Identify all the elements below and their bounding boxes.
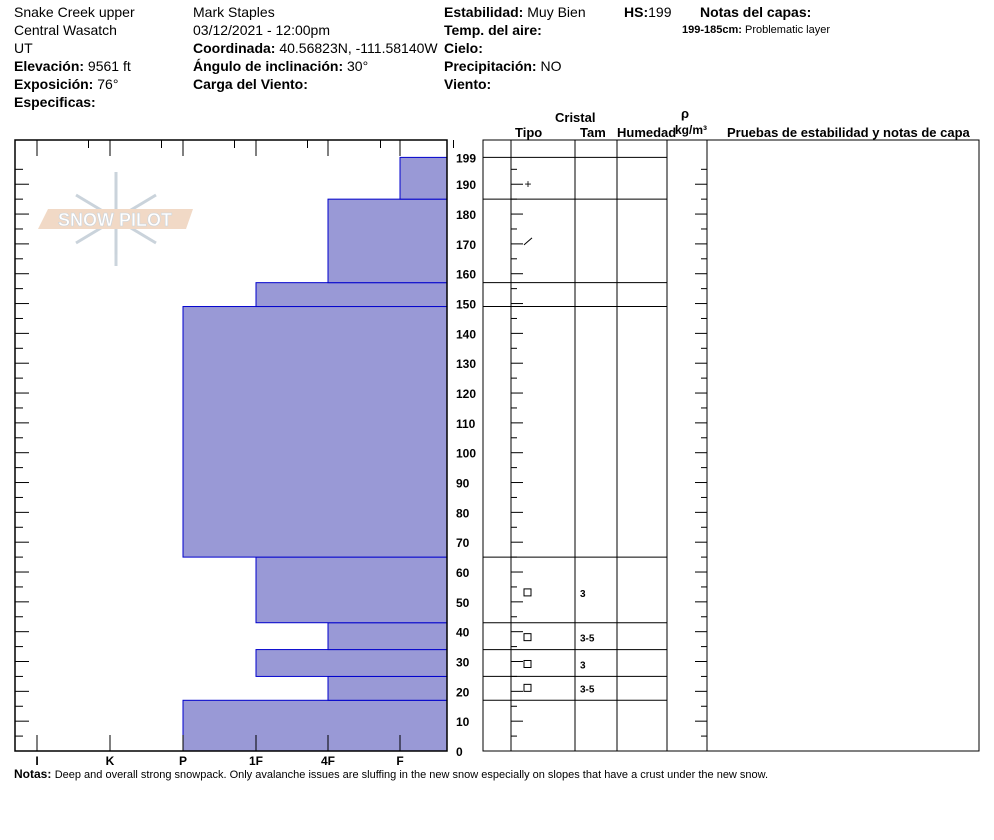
x-tick-label: 1F bbox=[249, 754, 263, 768]
grain-size: 3 bbox=[580, 660, 586, 671]
wind-loading: Carga del Viento: bbox=[193, 76, 308, 92]
layer-notes-label: Notas del capas: bbox=[700, 4, 812, 20]
hardness-layer-0 bbox=[182, 699, 448, 752]
hardness-layer-4 bbox=[255, 556, 448, 624]
snow-height: HS:199 bbox=[624, 4, 672, 20]
y-tick-label: 190 bbox=[456, 178, 476, 192]
hardness-plot-frame bbox=[14, 139, 448, 752]
grain-type-icon bbox=[523, 237, 533, 246]
x-tick-label: F bbox=[396, 754, 403, 768]
y-tick-label: 80 bbox=[456, 506, 470, 520]
aspect: Exposición: 76° bbox=[14, 76, 119, 92]
y-tick-label: 70 bbox=[456, 536, 470, 550]
y-tick-label: 90 bbox=[456, 477, 470, 491]
hardness-layer-5 bbox=[182, 306, 448, 558]
y-tick-label: 30 bbox=[456, 656, 470, 670]
grain-type-icon bbox=[523, 659, 532, 668]
hardness-layer-1 bbox=[327, 675, 448, 701]
sky: Cielo: bbox=[444, 40, 483, 56]
y-tick-label: 20 bbox=[456, 685, 470, 699]
y-tick-label: 50 bbox=[456, 596, 470, 610]
datetime: 03/12/2021 - 12:00pm bbox=[193, 22, 330, 38]
y-tick-label: 199 bbox=[456, 151, 476, 165]
header-density: kg/m³ bbox=[675, 123, 708, 137]
y-tick-label: 160 bbox=[456, 268, 476, 282]
layer-table-frame bbox=[482, 139, 980, 752]
x-tick-label: K bbox=[106, 754, 115, 768]
y-tick-label: 130 bbox=[456, 357, 476, 371]
specifics: Especificas: bbox=[14, 94, 96, 110]
grain-type-icon: + bbox=[524, 177, 531, 191]
header-tests: Pruebas de estabilidad y notas de capa bbox=[727, 125, 970, 140]
grain-type-icon bbox=[523, 633, 532, 642]
y-tick-label: 40 bbox=[456, 626, 470, 640]
grain-type-icon bbox=[523, 588, 532, 597]
snowpilot-logo: SNOW PILOT bbox=[38, 172, 193, 266]
x-tick-label: P bbox=[179, 754, 187, 768]
slope-angle: Ángulo de inclinación: 30° bbox=[193, 58, 369, 74]
layer-note: 199-185cm: Problematic layer bbox=[682, 24, 830, 36]
x-tick-label: I bbox=[35, 754, 38, 768]
y-tick-label: 170 bbox=[456, 238, 476, 252]
y-tick-label: 180 bbox=[456, 208, 476, 222]
air-temp: Temp. del aire: bbox=[444, 22, 542, 38]
location: Snake Creek upper bbox=[14, 4, 135, 20]
header-tipo: Tipo bbox=[515, 125, 543, 140]
svg-text:SNOW PILOT: SNOW PILOT bbox=[58, 210, 172, 230]
state: UT bbox=[14, 40, 33, 56]
header-humedad: Humedad bbox=[617, 125, 677, 140]
header-cristal: Cristal bbox=[555, 110, 596, 125]
y-tick-label: 150 bbox=[456, 298, 476, 312]
hardness-layer-2 bbox=[255, 649, 448, 677]
hardness-layer-6 bbox=[255, 282, 448, 308]
hardness-layer-8 bbox=[399, 156, 448, 200]
precipitation: Precipitación: NO bbox=[444, 58, 562, 74]
grain-size: 3-5 bbox=[580, 634, 595, 645]
header-rho: ρ bbox=[681, 106, 690, 121]
observer: Mark Staples bbox=[193, 4, 275, 20]
grain-type-icon bbox=[523, 683, 532, 692]
header-tam: Tam bbox=[580, 125, 606, 140]
range: Central Wasatch bbox=[14, 22, 117, 38]
elevation: Elevación: 9561 ft bbox=[14, 58, 131, 74]
stability: Estabilidad: Muy Bien bbox=[444, 4, 586, 20]
hardness-layer-7 bbox=[327, 198, 448, 284]
y-tick-label: 100 bbox=[456, 447, 476, 461]
grain-size: 3 bbox=[580, 589, 586, 600]
y-tick-label: 0 bbox=[456, 745, 463, 759]
coordinates: Coordinada: 40.56823N, -111.58140W bbox=[193, 40, 438, 56]
grain-size: 3-5 bbox=[580, 684, 595, 695]
wind: Viento: bbox=[444, 76, 492, 92]
y-tick-label: 60 bbox=[456, 566, 470, 580]
y-tick-label: 120 bbox=[456, 387, 476, 401]
y-tick-label: 110 bbox=[456, 417, 476, 431]
y-tick-label: 10 bbox=[456, 715, 470, 729]
x-tick-label: 4F bbox=[321, 754, 335, 768]
y-tick-label: 140 bbox=[456, 327, 476, 341]
hardness-layer-3 bbox=[327, 622, 448, 651]
notes: Notas: Deep and overall strong snowpack.… bbox=[14, 767, 769, 781]
